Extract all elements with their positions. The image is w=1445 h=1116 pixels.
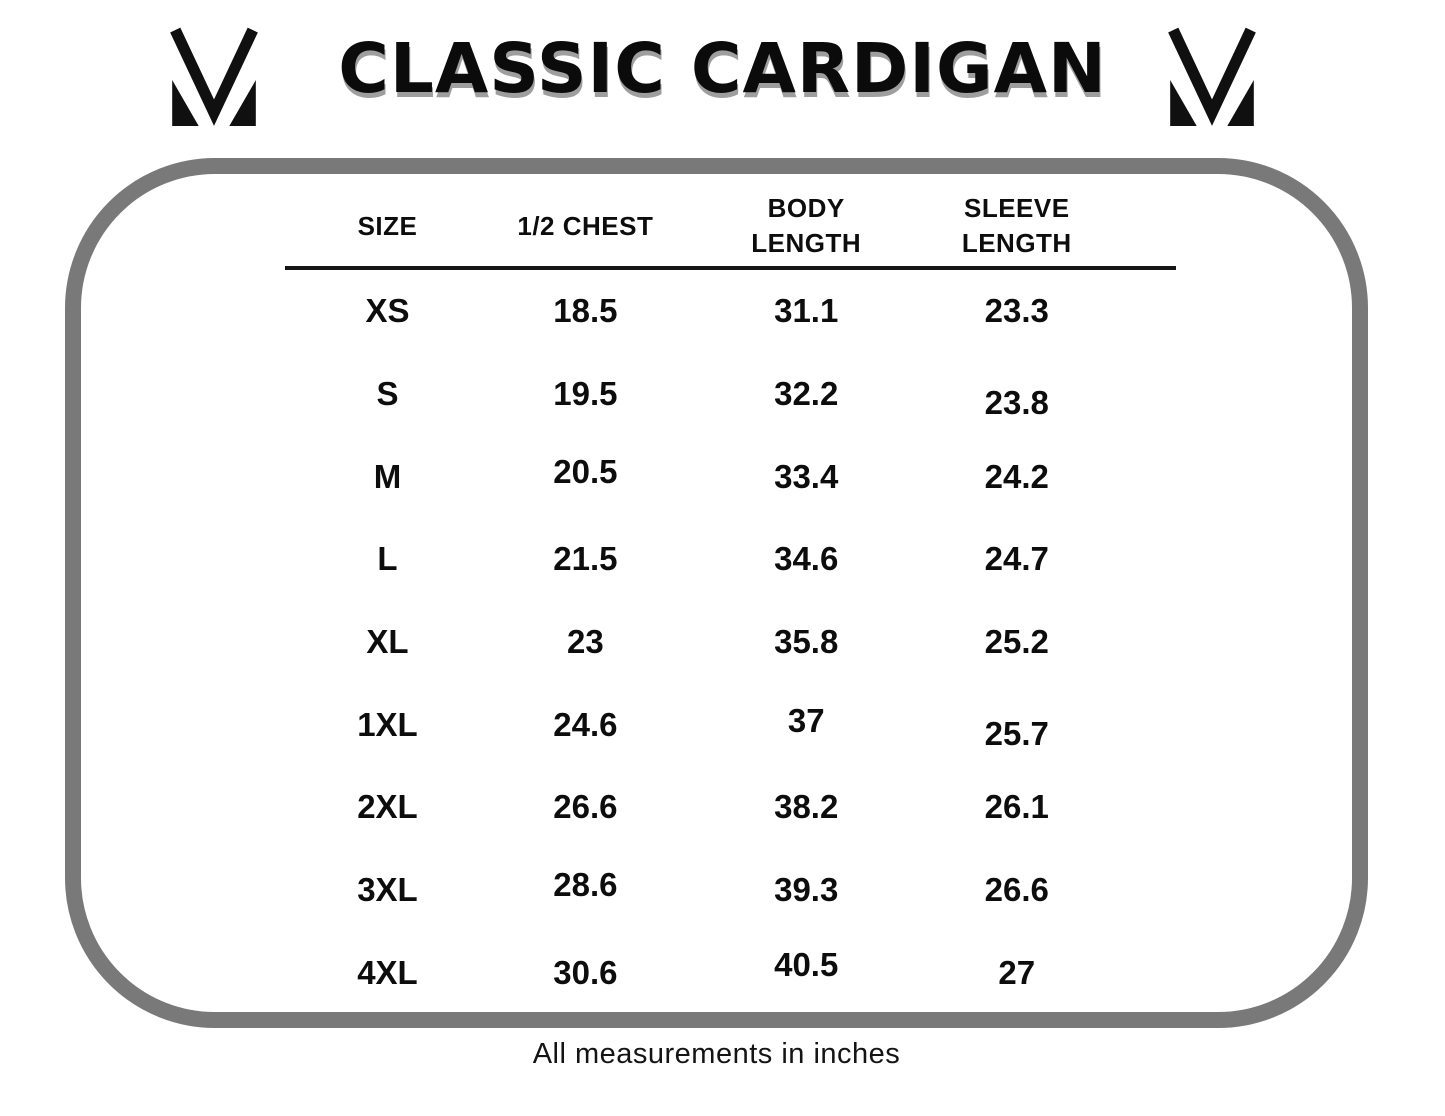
cell-sleeve-length: 25.7 [984, 714, 1049, 752]
measurements-footnote: All measurements in inches [532, 1038, 901, 1070]
cell-half-chest: 24.6 [553, 705, 618, 743]
m-monogram-icon [170, 27, 258, 126]
table-row-4xl: 4XL 30.6 40.5 27 [285, 932, 1176, 1015]
cell-half-chest: 28.6 [553, 866, 618, 904]
column-header-size: SIZE [285, 186, 490, 266]
size-chart-frame [65, 158, 1368, 1028]
cell-half-chest: 30.6 [553, 953, 618, 991]
cell-body-length: 39.3 [774, 871, 839, 909]
cell-body-length: 33.4 [774, 457, 839, 495]
cell-size: M [373, 457, 402, 495]
cell-body-length: 34.6 [774, 540, 839, 578]
cell-body-length: 40.5 [774, 945, 839, 983]
cell-half-chest: 21.5 [553, 540, 618, 578]
header-line: LENGTH [961, 228, 1072, 258]
table-body: XS 18.5 31.1 23.3 S 19.5 32.2 23.8 M 20.… [285, 270, 1176, 1014]
cell-sleeve-length: 26.6 [984, 871, 1049, 909]
cell-sleeve-length: 26.1 [984, 788, 1049, 826]
cell-half-chest: 23 [567, 623, 604, 661]
cell-sleeve-length: 23.3 [984, 292, 1049, 330]
header-line: BODY [767, 193, 845, 223]
table-row-s: S 19.5 32.2 23.8 [285, 353, 1176, 436]
cell-size: 4XL [357, 953, 418, 991]
table-row-m: M 20.5 33.4 24.2 [285, 435, 1176, 518]
header-line: SIZE [357, 210, 418, 241]
header-line: 1/2 CHEST [517, 210, 654, 241]
cell-body-length: 35.8 [774, 623, 839, 661]
table-row-3xl: 3XL 28.6 39.3 26.6 [285, 849, 1176, 932]
cell-sleeve-length: 27 [998, 953, 1036, 991]
table-row-l: L 21.5 34.6 24.7 [285, 518, 1176, 601]
cell-sleeve-length: 23.8 [984, 384, 1049, 422]
column-header-sleeve-length: SLEEVE LENGTH [918, 186, 1176, 266]
cell-half-chest: 20.5 [553, 452, 618, 490]
table-header-row: SIZE 1/2 CHEST BODY LENGTH SLEEVE LENGTH [285, 186, 1176, 270]
cell-size: XL [366, 623, 409, 661]
cell-size: 2XL [357, 788, 418, 826]
cell-half-chest: 26.6 [553, 788, 618, 826]
cell-body-length: 38.2 [774, 788, 839, 826]
cell-sleeve-length: 24.7 [984, 540, 1049, 578]
table-row-2xl: 2XL 26.6 38.2 26.1 [285, 766, 1176, 849]
cell-size: 3XL [357, 871, 418, 909]
cell-sleeve-length: 25.2 [984, 623, 1049, 661]
size-table: SIZE 1/2 CHEST BODY LENGTH SLEEVE LENGTH… [285, 186, 1176, 1014]
table-row-xl: XL 23 35.8 25.2 [285, 601, 1176, 684]
cell-size: S [376, 375, 399, 413]
cell-size: 1XL [357, 705, 418, 743]
table-row-xs: XS 18.5 31.1 23.3 [285, 270, 1176, 353]
header-line: SLEEVE [963, 193, 1070, 223]
header-line: LENGTH [751, 228, 862, 258]
cell-body-length: 32.2 [774, 375, 839, 413]
m-monogram-icon [1168, 27, 1256, 126]
cell-size: L [377, 540, 398, 578]
page-title: CLASSIC CARDIGAN [338, 29, 1107, 109]
cell-size: XS [365, 292, 410, 330]
table-row-1xl: 1XL 24.6 37 25.7 [285, 683, 1176, 766]
column-header-body-length: BODY LENGTH [695, 186, 918, 266]
column-header-half-chest: 1/2 CHEST [490, 186, 695, 266]
cell-body-length: 37 [787, 701, 825, 739]
cell-sleeve-length: 24.2 [984, 457, 1049, 495]
cell-body-length: 31.1 [774, 292, 839, 330]
cell-half-chest: 19.5 [553, 375, 618, 413]
cell-half-chest: 18.5 [553, 292, 618, 330]
